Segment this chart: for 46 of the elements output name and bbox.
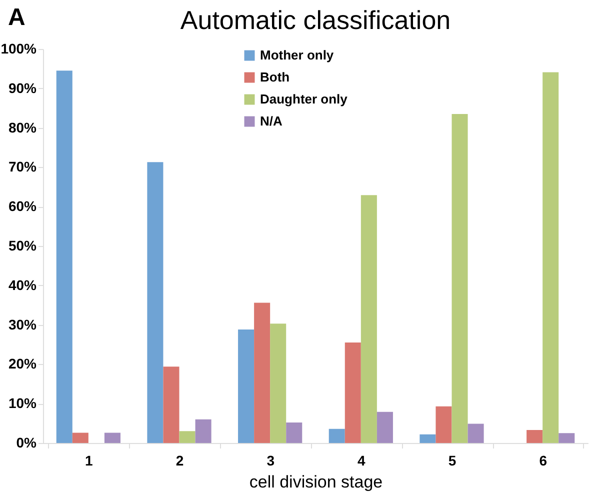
bar (254, 302, 270, 443)
legend-label: Mother only (260, 48, 334, 62)
bar (558, 433, 575, 443)
x-tick-label: 2 (176, 452, 184, 468)
x-tick-label: 1 (85, 452, 94, 468)
bar (452, 114, 468, 443)
y-tick-label: 70% (8, 158, 38, 175)
x-tick-label: 3 (266, 452, 275, 468)
bar (270, 324, 286, 443)
bar (542, 72, 559, 443)
bar (72, 432, 88, 443)
x-axis-title: cell division stage (249, 472, 383, 492)
legend-label: N/A (260, 114, 283, 128)
y-tick-label: 90% (8, 80, 38, 96)
y-tick-label: 60% (8, 198, 38, 214)
x-tick-label: 6 (539, 452, 548, 468)
bar (238, 330, 254, 443)
bar (286, 422, 302, 443)
bar (179, 431, 196, 443)
y-tick-label: 20% (8, 356, 38, 372)
y-tick-label: 40% (8, 276, 38, 293)
chart-title: Automatic classification (180, 5, 451, 35)
bar (104, 432, 120, 443)
y-tick-label: 10% (8, 395, 38, 412)
bar (56, 70, 72, 443)
bar (195, 419, 212, 443)
y-tick-label: 80% (8, 119, 38, 136)
legend-label: Daughter only (260, 92, 348, 106)
bar (420, 434, 436, 443)
bar (436, 406, 452, 443)
y-tick-label: 100% (0, 40, 38, 56)
x-tick-label: 5 (448, 452, 456, 468)
bar (163, 366, 180, 443)
bar (376, 412, 393, 443)
legend-label: Both (260, 70, 290, 84)
y-tick-label: 30% (8, 316, 38, 332)
text: A (8, 4, 26, 32)
bar (328, 428, 345, 443)
y-tick-label: 50% (8, 238, 38, 254)
bar (526, 430, 543, 443)
bar (147, 162, 164, 443)
bar (344, 342, 361, 443)
x-tick-label: 4 (358, 452, 366, 468)
bar (360, 195, 377, 443)
bar (468, 424, 484, 443)
y-tick-label: 0% (16, 434, 38, 450)
